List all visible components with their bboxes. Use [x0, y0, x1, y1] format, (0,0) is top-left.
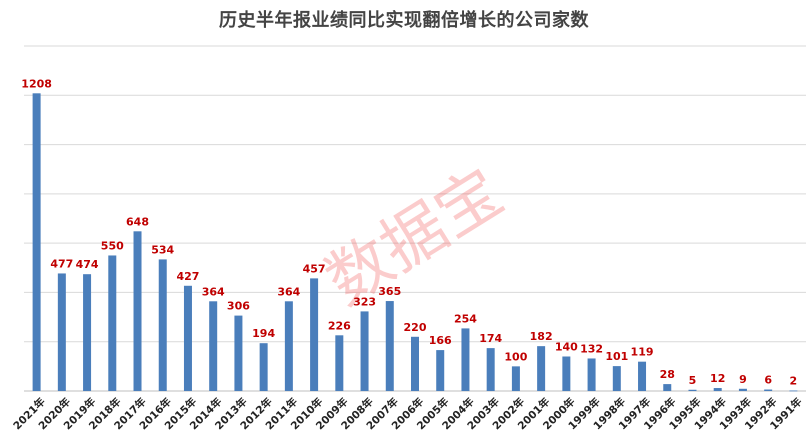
bar [587, 358, 596, 391]
bar [234, 315, 243, 391]
data-label: 306 [227, 300, 250, 313]
data-label: 477 [50, 257, 73, 270]
bar [310, 278, 319, 391]
bar [209, 301, 218, 391]
bar [436, 350, 445, 391]
bar [83, 274, 92, 391]
data-label: 119 [631, 346, 654, 359]
data-label: 365 [378, 285, 401, 298]
data-label: 364 [277, 285, 300, 298]
chart-title: 历史半年报业绩同比实现翻倍增长的公司家数 [219, 10, 589, 31]
bar [562, 356, 571, 391]
data-label: 226 [328, 319, 351, 332]
data-label: 2 [790, 375, 798, 388]
data-label: 648 [126, 215, 149, 228]
bar [133, 231, 142, 391]
bar [183, 285, 192, 391]
data-label: 220 [404, 321, 427, 334]
data-label: 12 [710, 372, 725, 385]
bar [335, 335, 344, 391]
bar [537, 346, 546, 391]
data-label: 166 [429, 334, 452, 347]
bar [259, 343, 268, 391]
bar [284, 301, 293, 391]
bar [738, 388, 747, 391]
bar [764, 389, 773, 391]
data-label: 6 [764, 374, 772, 387]
bar [32, 93, 41, 392]
bar [158, 259, 167, 391]
data-label: 550 [101, 239, 124, 252]
data-label: 174 [479, 332, 502, 345]
data-label: 132 [580, 342, 603, 355]
data-label: 182 [530, 330, 553, 343]
data-label: 100 [504, 350, 527, 363]
bar [638, 361, 647, 391]
data-label: 457 [303, 262, 326, 275]
bar [57, 273, 66, 391]
bar [511, 366, 520, 391]
bar [663, 384, 672, 391]
data-label: 534 [151, 243, 174, 256]
data-label: 1208 [21, 77, 52, 90]
data-label: 474 [76, 258, 99, 271]
data-label: 140 [555, 341, 578, 354]
bar [612, 366, 621, 391]
bar [688, 389, 697, 391]
data-label: 427 [176, 270, 199, 283]
data-label: 254 [454, 312, 477, 325]
data-label: 323 [353, 295, 376, 308]
data-label: 101 [605, 350, 628, 363]
bar [385, 301, 394, 391]
bar [108, 255, 117, 391]
data-label: 194 [252, 327, 275, 340]
bar [713, 388, 722, 391]
data-label: 28 [660, 368, 675, 381]
bar [360, 311, 369, 391]
watermark-text: 数据宝 [314, 155, 516, 320]
bar [411, 336, 419, 391]
bar [486, 348, 495, 391]
bar [789, 390, 798, 392]
data-label: 5 [689, 374, 697, 387]
bar [461, 328, 470, 391]
data-label: 364 [202, 285, 225, 298]
data-label: 9 [739, 373, 747, 386]
